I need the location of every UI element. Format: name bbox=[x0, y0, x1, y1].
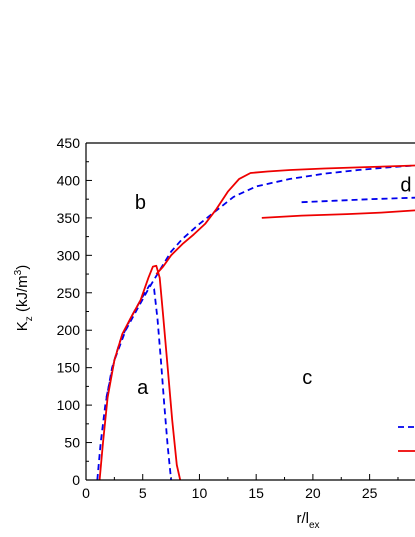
legend bbox=[398, 426, 415, 452]
x-axis-title: r/lex bbox=[296, 510, 319, 531]
x-tick-label: 5 bbox=[139, 485, 147, 501]
y-tick-label: 150 bbox=[57, 360, 81, 376]
x-tick-label: 20 bbox=[305, 485, 321, 501]
dashed-series-line bbox=[105, 164, 415, 398]
solid-series-line bbox=[261, 209, 415, 219]
x-tick-label: 0 bbox=[82, 485, 90, 501]
y-tick-label: 350 bbox=[57, 210, 81, 226]
x-axis-title-main: r/l bbox=[296, 510, 309, 527]
region-label-a: a bbox=[137, 377, 149, 399]
y-tick-label: 450 bbox=[57, 135, 81, 151]
y-tick-label: 200 bbox=[57, 322, 81, 338]
y-axis-ticks: 0 50 100 150 200 250 300 350 400 450 bbox=[57, 135, 92, 488]
y-axis-title-unit-close: ) bbox=[14, 265, 31, 270]
y-axis-title-main: K bbox=[14, 321, 31, 331]
x-tick-label: 15 bbox=[248, 485, 264, 501]
x-axis-ticks: 0 5 10 15 20 25 bbox=[82, 474, 399, 501]
y-axis-title: Kz (kJ/m3) bbox=[13, 265, 35, 331]
y-tick-label: 400 bbox=[57, 172, 81, 188]
dashed-series-line bbox=[96, 284, 172, 480]
y-tick-label: 100 bbox=[57, 397, 81, 413]
x-tick-label: 25 bbox=[362, 485, 378, 501]
x-axis-title-sub: ex bbox=[309, 520, 320, 531]
y-axis-title-sub: z bbox=[24, 316, 35, 321]
axes-frame bbox=[85, 142, 415, 481]
y-axis-title-unit: (kJ/m bbox=[14, 275, 31, 316]
x-tick-label: 10 bbox=[192, 485, 208, 501]
region-label-b: b bbox=[135, 192, 146, 214]
region-label-c: c bbox=[302, 367, 312, 389]
region-label-d: d bbox=[400, 175, 411, 197]
dashed-series-line bbox=[301, 196, 415, 204]
y-tick-label: 250 bbox=[57, 285, 81, 301]
solid-series-line bbox=[155, 164, 415, 275]
y-axis-title-unit-sup: 3 bbox=[13, 269, 24, 275]
y-tick-label: 300 bbox=[57, 247, 81, 263]
y-tick-label: 0 bbox=[72, 472, 80, 488]
region-labels: a b c d bbox=[135, 175, 412, 399]
series-layer bbox=[96, 164, 415, 480]
y-tick-label: 50 bbox=[64, 435, 80, 451]
solid-series-line bbox=[98, 264, 182, 480]
